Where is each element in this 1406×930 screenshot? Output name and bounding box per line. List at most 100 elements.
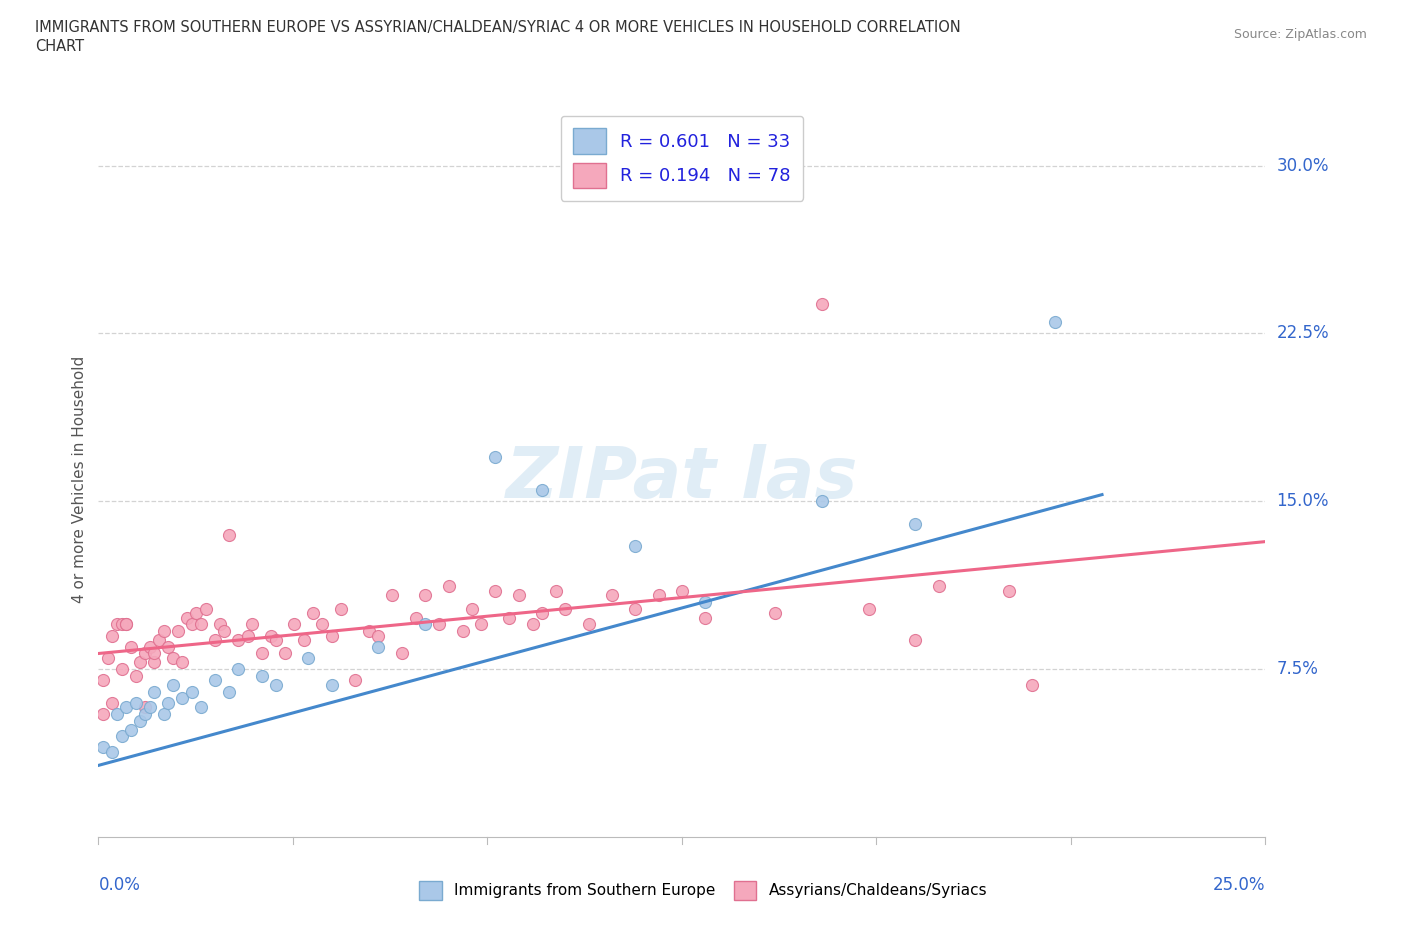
Point [115,617,138,631]
Point [413,617,436,631]
Point [115,617,138,631]
Y-axis label: 4 or more Vehicles in Household: 4 or more Vehicles in Household [72,355,87,603]
Point [176,610,198,625]
Point [264,677,287,692]
Legend: Immigrants from Southern Europe, Assyrians/Chaldeans/Syriacs: Immigrants from Southern Europe, Assyria… [412,875,994,906]
Point [624,602,647,617]
Point [204,632,226,647]
Point [695,610,717,625]
Point [105,617,128,631]
Point [134,646,156,661]
Point [544,583,567,598]
Point [218,527,240,542]
Point [111,729,134,744]
Point [162,651,184,666]
Point [470,617,492,631]
Point [143,684,166,699]
Point [695,594,717,609]
Point [461,602,484,617]
Point [228,632,250,647]
Point [236,628,259,643]
Text: ZIPat las: ZIPat las [506,445,858,513]
Point [157,696,180,711]
Point [250,646,273,661]
Point [508,588,530,603]
Point [484,583,506,598]
Point [139,699,162,714]
Point [134,699,156,714]
Point [484,449,506,464]
Point [321,677,343,692]
Point [250,669,273,684]
Point [381,588,404,603]
Point [1021,677,1043,692]
Point [157,639,180,654]
Point [97,651,120,666]
Point [125,669,148,684]
Point [321,628,343,643]
Point [367,628,389,643]
Point [858,602,880,617]
Point [811,297,834,312]
Point [111,617,134,631]
Point [405,610,427,625]
Text: IMMIGRANTS FROM SOUTHERN EUROPE VS ASSYRIAN/CHALDEAN/SYRIAC 4 OR MORE VEHICLES I: IMMIGRANTS FROM SOUTHERN EUROPE VS ASSYR… [35,20,960,35]
Point [624,538,647,553]
Point [101,696,124,711]
Point [928,578,950,594]
Point [530,605,553,620]
Point [997,583,1019,598]
Text: CHART: CHART [35,39,84,54]
Point [427,617,450,631]
Point [671,583,693,598]
Point [530,483,553,498]
Point [274,646,297,661]
Point [228,662,250,677]
Point [101,628,124,643]
Point [180,617,202,631]
Point [522,617,544,631]
Point [367,639,389,654]
Point [302,605,325,620]
Point [311,617,333,631]
Point [292,632,315,647]
Text: Source: ZipAtlas.com: Source: ZipAtlas.com [1233,28,1367,41]
Point [101,745,124,760]
Point [166,624,188,639]
Point [578,617,600,631]
Point [120,722,142,737]
Point [218,684,240,699]
Text: 30.0%: 30.0% [1277,156,1329,175]
Point [344,673,367,688]
Text: 25.0%: 25.0% [1213,876,1265,894]
Point [1045,315,1067,330]
Point [172,691,194,706]
Text: 7.5%: 7.5% [1277,660,1319,678]
Point [208,617,231,631]
Point [214,624,236,639]
Point [148,632,170,647]
Point [115,699,138,714]
Point [904,632,927,647]
Point [391,646,413,661]
Point [180,684,202,699]
Point [264,632,287,647]
Point [129,655,152,670]
Point [451,624,474,639]
Point [91,707,114,722]
Point [105,707,128,722]
Point [204,673,226,688]
Point [330,602,353,617]
Point [647,588,669,603]
Text: 15.0%: 15.0% [1277,492,1329,511]
Legend: R = 0.601   N = 33, R = 0.194   N = 78: R = 0.601 N = 33, R = 0.194 N = 78 [561,115,803,201]
Point [359,624,381,639]
Point [134,707,156,722]
Point [143,655,166,670]
Point [811,494,834,509]
Point [162,677,184,692]
Point [297,651,319,666]
Point [190,617,212,631]
Text: 22.5%: 22.5% [1277,325,1329,342]
Point [283,617,305,631]
